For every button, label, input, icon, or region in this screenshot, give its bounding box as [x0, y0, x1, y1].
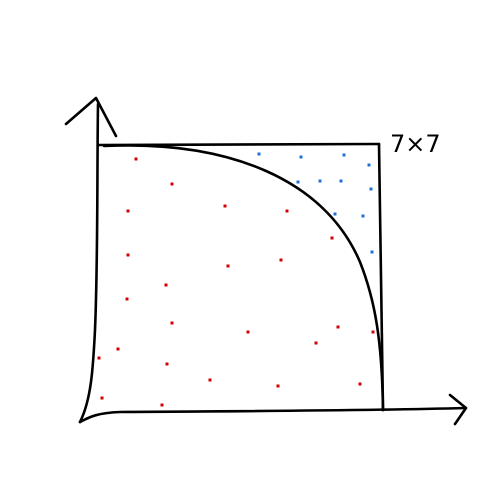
- square-size-label: 7×7: [390, 130, 441, 158]
- outside-point: [257, 152, 261, 156]
- x-axis-arrowhead: [448, 393, 468, 426]
- outside-point: [369, 187, 373, 191]
- outside-point: [367, 163, 371, 167]
- outside-point: [361, 214, 365, 218]
- square: [96, 142, 385, 412]
- outside-point: [318, 179, 322, 183]
- inside-point: [125, 297, 129, 301]
- outside-point: [339, 179, 343, 183]
- y-axis-arrowhead: [64, 96, 118, 138]
- quarter-circle-arc: [102, 144, 385, 412]
- outside-point: [333, 212, 337, 216]
- inside-point: [97, 356, 101, 360]
- outside-points: [257, 152, 374, 254]
- inside-point: [165, 362, 169, 366]
- inside-point: [246, 330, 250, 334]
- inside-point: [276, 384, 280, 388]
- axes: [64, 96, 468, 426]
- y-axis-line: [78, 102, 100, 424]
- inside-point: [170, 182, 174, 186]
- inside-point: [170, 321, 174, 325]
- inside-point: [116, 347, 120, 351]
- inside-point: [160, 403, 164, 407]
- inside-point: [208, 378, 212, 382]
- inside-point: [100, 396, 104, 400]
- x-axis-line: [78, 406, 468, 424]
- inside-point: [226, 264, 230, 268]
- inside-point: [134, 157, 138, 161]
- inside-point: [358, 382, 362, 386]
- inside-point: [330, 236, 334, 240]
- inside-point: [336, 325, 340, 329]
- inside-point: [371, 330, 375, 334]
- outside-point: [342, 153, 346, 157]
- inside-point: [164, 283, 168, 287]
- outside-point: [296, 180, 300, 184]
- inside-points: [97, 157, 375, 407]
- outside-point: [370, 250, 374, 254]
- inside-point: [314, 341, 318, 345]
- inside-point: [126, 253, 130, 257]
- inside-point: [285, 209, 289, 213]
- inside-point: [126, 209, 130, 213]
- outside-point: [299, 155, 303, 159]
- inside-point: [223, 204, 227, 208]
- inside-point: [279, 258, 283, 262]
